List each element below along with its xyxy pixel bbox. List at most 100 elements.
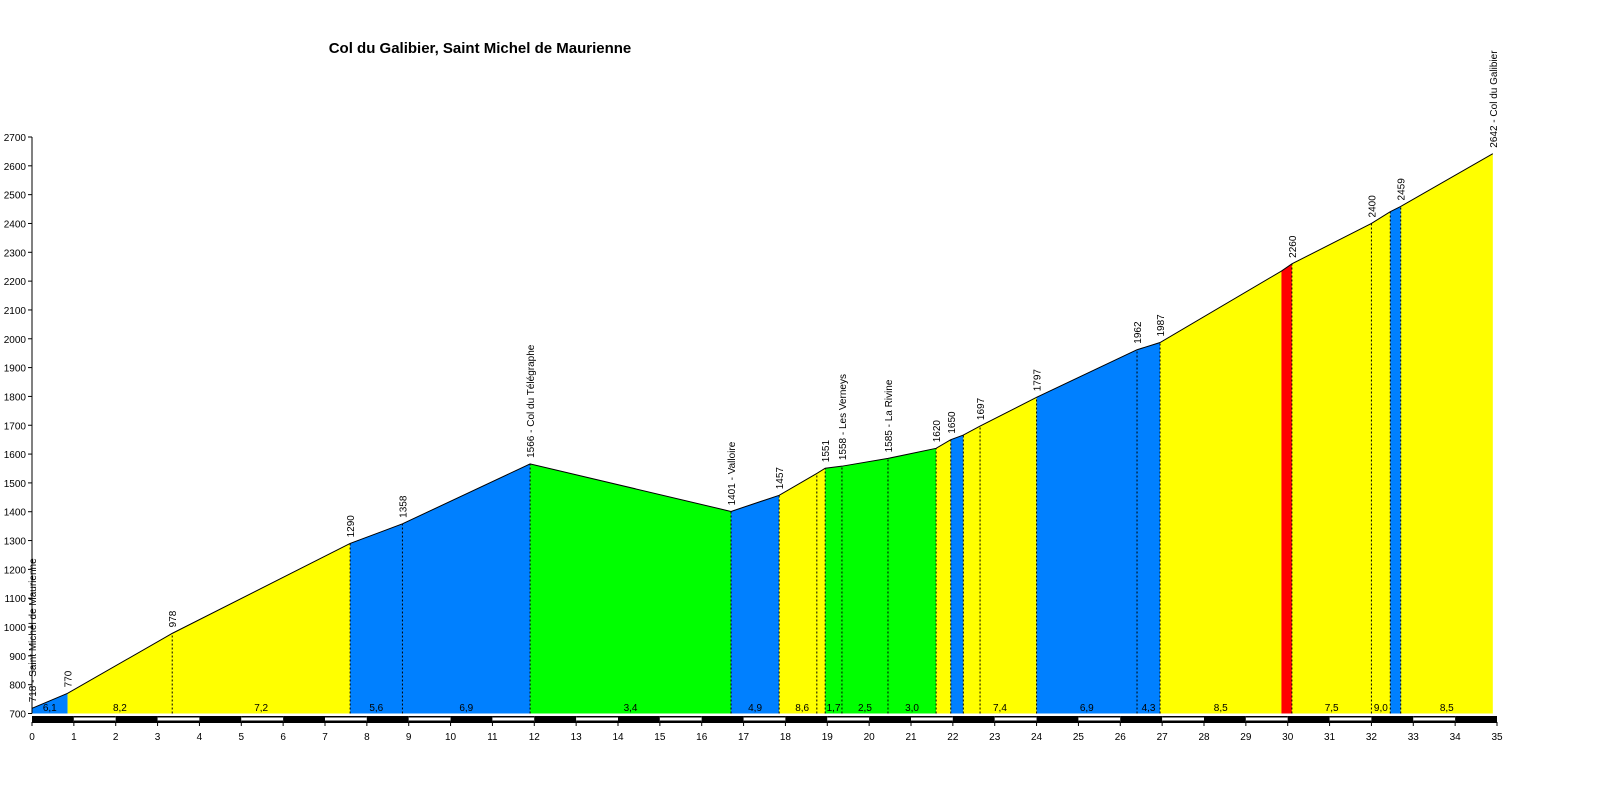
distance-bar-cell (1204, 716, 1246, 722)
y-tick-label: 1100 (4, 594, 26, 605)
gradient-labels: 6,1 8,2 7,2 5,6 6,9 3,4 4,9 8,6 1,7 2,5 3,0 7,4 6,9 4… (43, 703, 1454, 714)
segment-fill-10 (887, 448, 937, 714)
segment-fill-14 (1036, 349, 1138, 714)
gradient-label: 3,0 (905, 703, 919, 714)
kilometer-markers (171, 206, 1402, 714)
altitude-label: 1620 (932, 420, 943, 443)
x-tick-label: 6 (280, 732, 286, 743)
y-tick-label: 1000 (4, 623, 27, 634)
distance-bar-cell-white (576, 717, 618, 721)
distance-bar-cell-white (1078, 717, 1121, 721)
y-tick-label: 2700 (4, 133, 27, 144)
altitude-label: 1290 (346, 515, 357, 538)
segment-fill-20 (1390, 206, 1401, 714)
gradient-label: 1,7 (827, 703, 841, 714)
distance-bar-cell (283, 716, 325, 722)
distance-bar-cell (701, 716, 744, 722)
distance-bar-cell (1371, 716, 1414, 722)
x-tick-label: 27 (1157, 732, 1169, 743)
gradient-label: 8,5 (1214, 703, 1228, 714)
altitude-labels: 718 - Saint Michel de Maurienne 770 978 129… (28, 50, 1500, 703)
gradient-label: 6,9 (1080, 703, 1094, 714)
altitude-label: 770 (64, 670, 75, 687)
x-axis: 0 1 2 3 4 5 6 7 8 9 10 11 12 13 14 15 16 17 18 19 20 21 22 23 24… (29, 716, 1503, 743)
y-tick-label: 2000 (4, 335, 27, 346)
distance-bar-cell-white (1413, 717, 1456, 721)
altitude-label: 1358 (398, 495, 409, 518)
altitude-label: 2642 - Col du Galibier (1489, 50, 1500, 148)
distance-bar-cell-white (157, 717, 200, 721)
segment-fill-4 (402, 463, 531, 714)
gradient-label: 4,9 (748, 703, 762, 714)
segment-fill-19 (1371, 211, 1391, 714)
x-tick-label: 5 (239, 732, 245, 743)
segment-fill-2 (172, 543, 351, 714)
segment-fill-5 (530, 463, 732, 714)
y-tick-label: 1800 (4, 392, 27, 403)
gradient-segments (32, 153, 1493, 714)
distance-bar-cell (366, 716, 409, 722)
distance-bar-cell (199, 716, 242, 722)
altitude-label: 718 - Saint Michel de Maurienne (28, 558, 39, 702)
x-tick-label: 10 (445, 732, 457, 743)
gradient-label: 7,2 (254, 703, 268, 714)
y-tick-label: 700 (9, 710, 26, 721)
x-tick-label: 34 (1450, 732, 1462, 743)
distance-bar-cell (618, 716, 660, 722)
distance-bar-cell-white (827, 717, 870, 721)
y-tick-label: 2500 (4, 191, 27, 202)
y-tick-label: 1200 (4, 565, 27, 576)
gradient-label: 3,4 (624, 703, 638, 714)
altitude-label: 2400 (1367, 195, 1378, 218)
x-tick-label: 21 (905, 732, 917, 743)
profile-outline (31, 153, 1494, 709)
y-tick-label: 1500 (4, 479, 27, 490)
segment-fill-13 (963, 397, 1037, 714)
gradient-label: 6,9 (459, 703, 473, 714)
x-tick-label: 20 (864, 732, 876, 743)
x-tick-label: 1 (71, 732, 77, 743)
segment-fill-9 (841, 458, 888, 714)
altitude-label: 1457 (775, 467, 786, 490)
x-tick-label: 15 (654, 732, 666, 743)
x-tick-label: 13 (571, 732, 583, 743)
gradient-label: 2,5 (858, 703, 872, 714)
x-tick-label: 35 (1491, 732, 1503, 743)
y-tick-label: 800 (9, 681, 26, 692)
y-tick-label: 1600 (4, 450, 27, 461)
x-tick-label: 19 (822, 732, 834, 743)
y-tick-label: 2400 (4, 219, 27, 230)
segment-fill-1 (67, 633, 173, 714)
distance-bar-cell (450, 716, 493, 722)
gradient-label: 5,6 (369, 703, 383, 714)
y-tick-label: 2600 (4, 162, 27, 173)
segment-fill-15 (1137, 342, 1161, 714)
altitude-label: 1797 (1033, 369, 1044, 392)
gradient-label: 6,1 (43, 703, 57, 714)
altitude-label: 1650 (947, 411, 958, 434)
altitude-label: 1585 - La Rivine (884, 379, 895, 452)
x-tick-label: 18 (780, 732, 792, 743)
gradient-label: 8,5 (1440, 703, 1454, 714)
gradient-label: 8,6 (795, 703, 809, 714)
segment-fill-8 (825, 466, 842, 714)
distance-bar-cell (952, 716, 995, 722)
distance-bar-cell (869, 716, 911, 722)
x-tick-label: 17 (738, 732, 750, 743)
distance-bar-cell (115, 716, 158, 722)
distance-bar-cell (785, 716, 828, 722)
x-tick-label: 22 (947, 732, 959, 743)
altitude-label: 1401 - Valloire (727, 441, 738, 505)
distance-bar-cell-white (1329, 717, 1372, 721)
y-tick-label: 2200 (4, 277, 27, 288)
distance-bar-cell-white (994, 717, 1037, 721)
x-tick-label: 25 (1073, 732, 1085, 743)
y-axis: 700 800 900 1000 1100 1200 1300 1400 1500 1600 170… (4, 133, 33, 721)
distance-bar-cell-white (1162, 717, 1204, 721)
segment-fill-11 (936, 439, 951, 714)
y-tick-label: 1900 (4, 364, 27, 375)
distance-bar-cell (1287, 716, 1330, 722)
y-tick-label: 1300 (4, 537, 27, 548)
segment-fill-17 (1281, 263, 1292, 714)
